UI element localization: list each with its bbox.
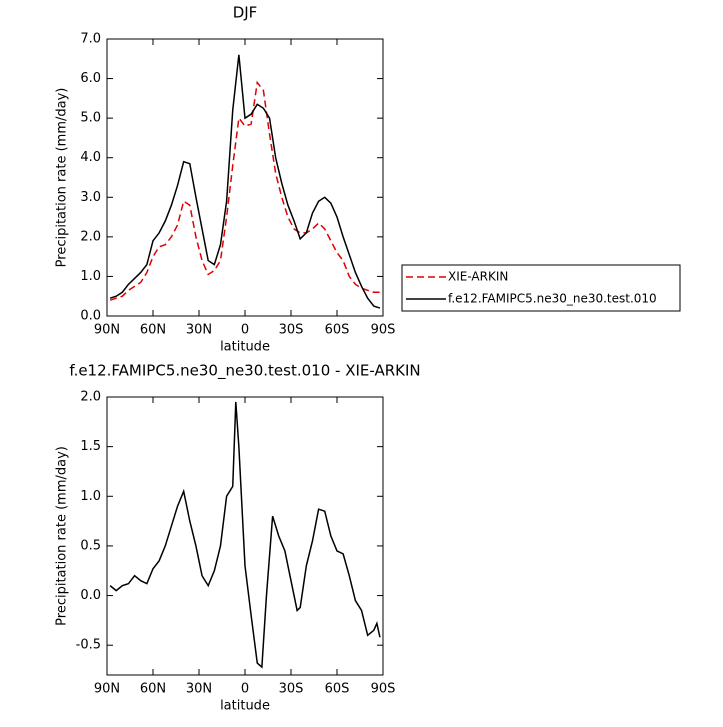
y-axis-label: Precipitation rate (mm/day) — [55, 446, 70, 626]
y-tick-label: 0.5 — [80, 538, 101, 553]
chart-title: f.e12.FAMIPC5.ne30_ne30.test.010 - XIE-A… — [69, 362, 420, 381]
x-tick-label: 30S — [279, 682, 304, 697]
y-tick-label: 2.0 — [80, 229, 101, 244]
x-tick-label: 60S — [325, 682, 350, 697]
y-tick-label: 1.0 — [80, 489, 101, 504]
y-axis-label: Precipitation rate (mm/day) — [55, 88, 70, 268]
x-tick-label: 90N — [94, 682, 120, 697]
data-line — [109, 80, 380, 301]
x-tick-label: 0 — [241, 323, 249, 338]
x-tick-label: 30N — [186, 323, 212, 338]
y-tick-label: 4.0 — [80, 150, 101, 165]
y-tick-label: -0.5 — [76, 638, 101, 653]
data-line — [109, 54, 381, 309]
y-tick-label: 1.5 — [80, 439, 101, 454]
y-tick-label: 5.0 — [80, 111, 101, 126]
plot-frame — [106, 38, 384, 317]
data-line — [109, 401, 381, 669]
y-tick-label: 7.0 — [80, 32, 101, 47]
y-tick-label: 1.0 — [80, 269, 101, 284]
y-tick-label: 0.0 — [80, 309, 101, 324]
legend-label: f.e12.FAMIPC5.ne30_ne30.test.010 — [448, 292, 657, 306]
y-tick-label: 0.0 — [80, 588, 101, 603]
x-tick-label: 60N — [140, 323, 166, 338]
x-tick-label: 60S — [325, 323, 350, 338]
y-tick-label: 3.0 — [80, 190, 101, 205]
legend-box — [401, 264, 681, 312]
x-axis-label: latitude — [220, 340, 270, 355]
plot-frame — [106, 396, 384, 676]
legend-label: XIE-ARKIN — [448, 270, 508, 284]
x-axis-label: latitude — [220, 699, 270, 714]
x-tick-label: 30S — [279, 323, 304, 338]
x-tick-label: 30N — [186, 682, 212, 697]
y-tick-label: 2.0 — [80, 390, 101, 405]
chart-title: DJF — [233, 4, 258, 22]
x-tick-label: 60N — [140, 682, 166, 697]
x-tick-label: 0 — [241, 682, 249, 697]
x-tick-label: 90S — [371, 682, 396, 697]
x-tick-label: 90N — [94, 323, 120, 338]
x-tick-label: 90S — [371, 323, 396, 338]
y-tick-label: 6.0 — [80, 71, 101, 86]
